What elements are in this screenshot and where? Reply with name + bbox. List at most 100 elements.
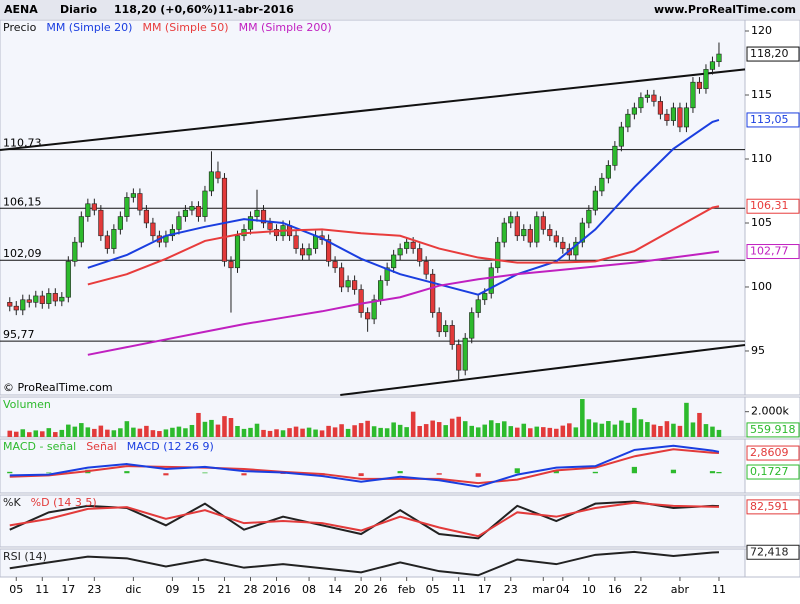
x-tick-label: 11 (35, 583, 49, 596)
candle-body (488, 267, 494, 294)
volume-bar (456, 416, 461, 437)
volume-bar (46, 428, 52, 437)
volume-bar (157, 431, 162, 437)
volume-bar (710, 426, 715, 437)
volume-bar (606, 421, 611, 437)
volume-bar (521, 423, 527, 437)
candle-body (143, 209, 149, 224)
volume-bar (677, 425, 683, 437)
volume-bar (391, 422, 396, 437)
volume-bar (176, 426, 182, 437)
candle-body (631, 107, 637, 115)
legend-entry: MM (Simple 50) (142, 21, 228, 34)
volume-bar (436, 422, 442, 437)
candle-body (430, 273, 436, 313)
volume-bar (365, 420, 370, 437)
y-tick-label: 100 (751, 280, 772, 293)
candle-body (696, 81, 703, 89)
volume-bar (287, 428, 292, 437)
volume-bar (716, 429, 722, 437)
candle-body (397, 248, 403, 256)
volume-bar (528, 428, 533, 437)
volume-bar (163, 429, 169, 437)
candle-body (234, 235, 241, 269)
period: Diario (60, 3, 98, 16)
candle-body (117, 216, 123, 230)
candle-body (7, 302, 13, 307)
x-tick-label: 09 (165, 583, 179, 596)
value-label-box (746, 499, 800, 515)
volume-bar (567, 423, 572, 437)
volume-bar (449, 418, 455, 437)
x-tick-label: 05 (9, 583, 23, 596)
histogram-bar (716, 472, 722, 474)
volume-bar (658, 425, 663, 437)
volume-bar (384, 428, 390, 437)
candle-body (657, 101, 663, 115)
candle-body (176, 216, 182, 230)
candle-body (260, 209, 267, 224)
histogram-bar (553, 470, 559, 474)
x-tick-label: mar (532, 583, 554, 596)
candle-body (228, 261, 234, 269)
volume-bar (267, 430, 273, 437)
volume-bar (651, 424, 657, 437)
volume-bar (586, 419, 592, 437)
volume-bar (514, 427, 520, 437)
value-label-box (746, 422, 800, 438)
volume-bar (124, 421, 130, 437)
histogram-bar (124, 471, 130, 474)
trend-line (340, 343, 746, 396)
candle-body (111, 229, 117, 249)
volume-bar (410, 411, 416, 437)
x-tick-label: 23 (504, 583, 518, 596)
histogram-bar (514, 468, 520, 474)
candle-body (664, 113, 670, 121)
x-tick-label: 23 (87, 583, 101, 596)
histogram-bar (631, 466, 637, 474)
candle-body (78, 216, 84, 243)
candle-body (475, 299, 481, 313)
volume-bar (462, 421, 468, 437)
volume-bar (111, 430, 117, 437)
volume-bar (170, 427, 175, 437)
site: www.ProRealTime.com (654, 3, 796, 16)
candle-body (404, 241, 410, 249)
legend-entry: %K (3, 496, 21, 509)
candle-body (215, 171, 221, 179)
indicator-line (9, 550, 720, 577)
candle-body (716, 53, 722, 63)
legend-entry: MACD (12 26 9) (127, 440, 214, 453)
level-label: 106,15 (3, 195, 42, 208)
candle-body (540, 216, 546, 230)
x-tick-label: 2016 (263, 583, 291, 596)
candle-body (104, 235, 110, 249)
volume-bar (20, 429, 26, 437)
volume-bar (443, 425, 448, 437)
volume-bar (690, 422, 696, 437)
volume-bar (495, 423, 501, 437)
volume-bar (72, 426, 78, 437)
volume-bar (66, 424, 71, 437)
volume-bar (40, 431, 45, 437)
candle-body (605, 165, 611, 179)
x-tick-label: feb (398, 583, 416, 596)
histogram-bar (202, 472, 208, 474)
value-label-box (746, 46, 800, 62)
volume-bar (573, 427, 579, 437)
volume-bar (33, 430, 39, 437)
volume-bar (417, 425, 422, 437)
volume-bar (196, 412, 201, 437)
histogram-bar (397, 471, 403, 474)
legend-entry: Volumen (3, 398, 51, 411)
x-tick-label: 28 (244, 583, 258, 596)
candle-body (651, 94, 657, 102)
volume-bar (541, 427, 546, 437)
volume-bar (313, 429, 318, 437)
x-tick-label: 17 (478, 583, 492, 596)
candle-body (547, 229, 553, 237)
y-tick-label: 115 (751, 88, 772, 101)
candle-body (267, 222, 273, 230)
volume-bar (118, 428, 123, 437)
value-label-box (746, 464, 800, 480)
